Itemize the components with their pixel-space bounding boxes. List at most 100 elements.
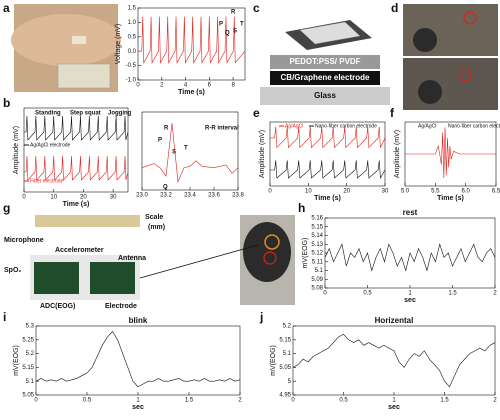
plot-frame <box>35 325 241 396</box>
x-axis-label: Time (s) <box>437 195 464 202</box>
series-line <box>24 155 129 181</box>
device-label: Scale <box>145 214 163 221</box>
panel-letter: b <box>3 96 10 110</box>
x-tick-label: 5.0 <box>401 189 410 195</box>
bike-wheel <box>413 28 437 52</box>
x-tick-label: 0 <box>136 83 140 89</box>
x-tick-label: 0 <box>291 398 295 404</box>
x-tick-label: 23.6 <box>208 193 220 199</box>
y-tick-label: 0.5 <box>128 34 137 40</box>
x-tick-label: 0 <box>22 195 26 201</box>
x-axis-label: Time (s) <box>63 201 90 208</box>
panel-letter: d <box>391 1 398 15</box>
annotation: Jogging <box>108 111 132 117</box>
x-tick-label: 23.4 <box>184 193 196 199</box>
x-tick-label: 2 <box>238 398 242 404</box>
y-axis-label: mV(EOG) <box>13 345 20 376</box>
annotation: P <box>158 138 162 144</box>
panel-letter: f <box>390 106 395 120</box>
connector-line <box>139 244 259 279</box>
ruler <box>35 215 140 227</box>
x-tick-label: 0.5 <box>83 398 92 404</box>
x-tick-label: 5.5 <box>431 189 440 195</box>
device-label: Microphone <box>4 237 44 244</box>
x-tick-label: 0 <box>268 189 272 195</box>
x-tick-label: 0.5 <box>363 291 372 297</box>
plot-frame <box>141 111 239 191</box>
annotation: Q <box>163 185 168 191</box>
y-axis-label: Amplitude (mV) <box>13 126 20 174</box>
electrode-sample <box>57 63 111 89</box>
annotation: R <box>231 10 236 16</box>
y-tick-label: 5.1 <box>283 351 292 357</box>
y-axis-label: Amplitude (mV) <box>259 130 266 178</box>
x-tick-label: 2 <box>160 83 164 89</box>
y-tick-label: 5.3 <box>26 324 35 330</box>
y-tick-label: 5.14 <box>311 233 323 239</box>
panel-letter: a <box>3 1 10 15</box>
series-line <box>35 331 241 388</box>
annotation: S <box>233 29 237 35</box>
panel-letter: e <box>253 106 260 120</box>
layer-label: PEDOT:PSS/ PVDF <box>289 57 360 66</box>
y-tick-label: 5.16 <box>311 216 323 222</box>
bike-photo-2 <box>403 58 498 110</box>
x-tick-label: 20 <box>80 195 87 201</box>
bike-wheel <box>418 80 442 104</box>
legend-label: Ag/AgCl <box>285 123 303 129</box>
series-line <box>324 243 496 272</box>
x-tick-label: 1.5 <box>185 398 194 404</box>
x-tick-label: 30 <box>110 195 117 201</box>
y-tick-label: 5.1 <box>315 268 324 274</box>
plot-frame <box>292 325 496 396</box>
x-tick-label: 6.0 <box>461 189 470 195</box>
panel-letter: h <box>298 201 305 215</box>
x-tick-label: 8 <box>231 83 235 89</box>
circuit-board-2 <box>90 262 135 294</box>
layer-cb <box>270 71 380 85</box>
x-tick-label: 4 <box>184 83 188 89</box>
y-tick-label: 5.15 <box>22 365 34 371</box>
y-tick-label: 5.25 <box>22 337 34 343</box>
y-tick-label: 1.5 <box>128 6 137 12</box>
legend-label: Fiber electrode <box>30 178 64 184</box>
series-line <box>405 127 496 179</box>
x-tick-label: 10 <box>50 195 57 201</box>
x-tick-label: 20 <box>343 189 350 195</box>
x-axis-label: Time (s) <box>314 195 341 202</box>
y-tick-label: 5.2 <box>283 324 292 330</box>
panel-letter: c <box>253 1 260 15</box>
x-tick-label: 23.2 <box>160 193 172 199</box>
x-axis-label: Time (s) <box>178 89 205 96</box>
chart-title: blink <box>129 316 148 325</box>
circuit-board-1 <box>34 262 79 294</box>
x-tick-label: 0 <box>34 398 38 404</box>
x-axis-label: sec <box>132 404 144 411</box>
x-tick-label: 0 <box>323 291 327 297</box>
annotation: Standing <box>35 111 61 117</box>
device-label: Accelerometer <box>55 247 104 254</box>
y-tick-label: 5.15 <box>279 337 291 343</box>
device-label: SpO₂ <box>4 267 22 274</box>
fiber-mat <box>299 21 361 45</box>
y-tick-label: -0.5 <box>126 63 137 69</box>
y-tick-label: 5 <box>288 379 292 385</box>
annotation: T <box>184 146 188 152</box>
y-axis-label: mV(EOG) <box>270 345 277 376</box>
x-tick-label: 23.8 <box>232 193 244 199</box>
annotation: S <box>172 150 176 156</box>
x-tick-label: 2 <box>493 398 497 404</box>
device-label: ADC(EOG) <box>40 303 75 310</box>
plot-frame <box>137 7 246 81</box>
panel-letter: g <box>3 201 10 215</box>
legend-label: Nano-fiber carbon electrode <box>315 123 377 129</box>
x-tick-label: 1 <box>136 398 140 404</box>
head <box>243 222 291 282</box>
device-label: (mm) <box>148 224 165 231</box>
y-tick-label: 5.2 <box>26 351 35 357</box>
plot-frame <box>269 121 386 187</box>
y-tick-label: 5.09 <box>311 277 323 283</box>
plot-frame <box>23 107 129 193</box>
annotation: Step squat <box>70 111 101 117</box>
